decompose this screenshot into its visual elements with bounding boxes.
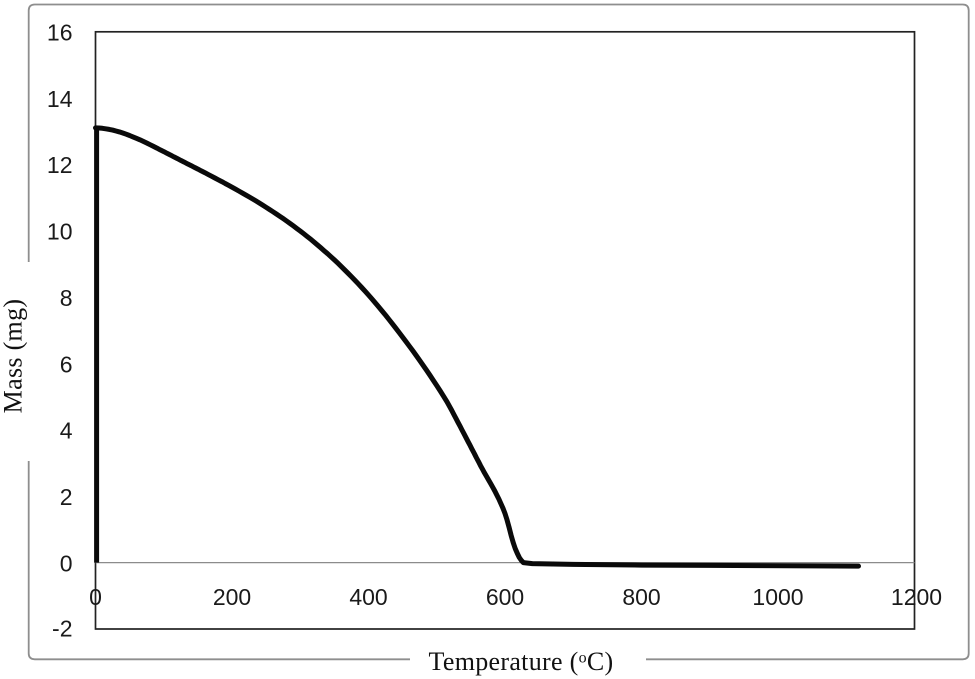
svg-text:600: 600 (486, 584, 524, 610)
svg-text:0: 0 (60, 550, 73, 576)
svg-text:8: 8 (60, 285, 73, 311)
svg-text:800: 800 (622, 584, 660, 610)
svg-text:Temperature (oC): Temperature (oC) (429, 647, 614, 676)
svg-text:1200: 1200 (891, 584, 942, 610)
svg-text:14: 14 (47, 86, 73, 112)
svg-text:4: 4 (60, 418, 73, 444)
svg-text:400: 400 (349, 584, 387, 610)
svg-text:0: 0 (89, 584, 102, 610)
svg-text:12: 12 (47, 152, 73, 178)
svg-text:-2: -2 (52, 615, 72, 641)
svg-text:16: 16 (47, 20, 73, 46)
svg-text:200: 200 (213, 584, 251, 610)
svg-text:10: 10 (47, 219, 73, 245)
svg-text:Mass (mg): Mass (mg) (0, 299, 28, 414)
svg-text:2: 2 (60, 484, 73, 510)
svg-text:6: 6 (60, 351, 73, 377)
svg-text:1000: 1000 (752, 584, 803, 610)
